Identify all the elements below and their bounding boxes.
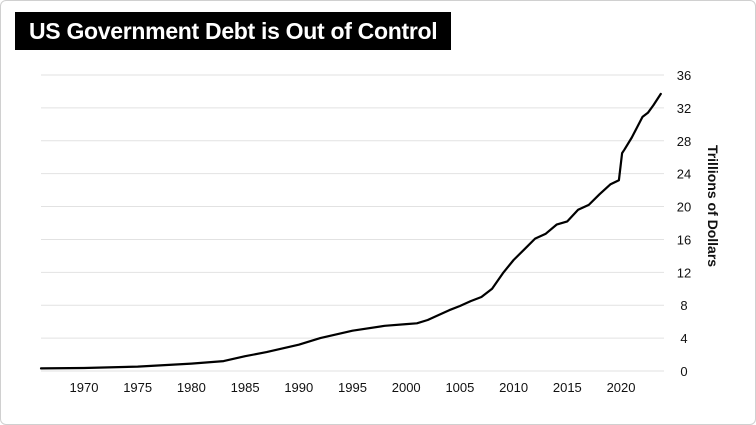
y-tick-label: 36 <box>677 68 691 83</box>
x-tick-labels: 1970 1975 1980 1985 1990 1995 2000 1005 2010 2015… <box>70 380 636 395</box>
y-tick-label: 12 <box>677 265 691 280</box>
y-tick-label: 16 <box>677 232 691 247</box>
x-tick-label: 1975 <box>123 380 152 395</box>
y-tick-label: 20 <box>677 200 691 215</box>
series-layer <box>39 92 662 370</box>
chart-title: US Government Debt is Out of Control <box>15 12 452 50</box>
y-tick-labels: 0 4 8 12 16 20 24 28 32 36 <box>677 68 691 379</box>
x-tick-label: 2000 <box>392 380 421 395</box>
y-tick-label: 0 <box>680 364 687 379</box>
x-tick-label: 1995 <box>338 380 367 395</box>
x-tick-label: 2010 <box>499 380 528 395</box>
x-tick-label: 1990 <box>284 380 313 395</box>
series-line <box>39 92 662 370</box>
x-tick-label: 1985 <box>231 380 260 395</box>
y-tick-label: 28 <box>677 134 691 149</box>
y-axis-title: Trillions of Dollars <box>705 145 721 267</box>
y-tick-label: 4 <box>680 331 687 346</box>
x-tick-label: 1005 <box>445 380 474 395</box>
y-tick-label: 32 <box>677 101 691 116</box>
y-tick-label: 24 <box>677 167 691 182</box>
x-tick-label: 1980 <box>177 380 206 395</box>
x-tick-label: 2020 <box>607 380 636 395</box>
y-tick-label: 8 <box>680 298 687 313</box>
x-tick-label: 2015 <box>553 380 582 395</box>
x-tick-label: 1970 <box>70 380 99 395</box>
grid-lines <box>41 74 664 372</box>
